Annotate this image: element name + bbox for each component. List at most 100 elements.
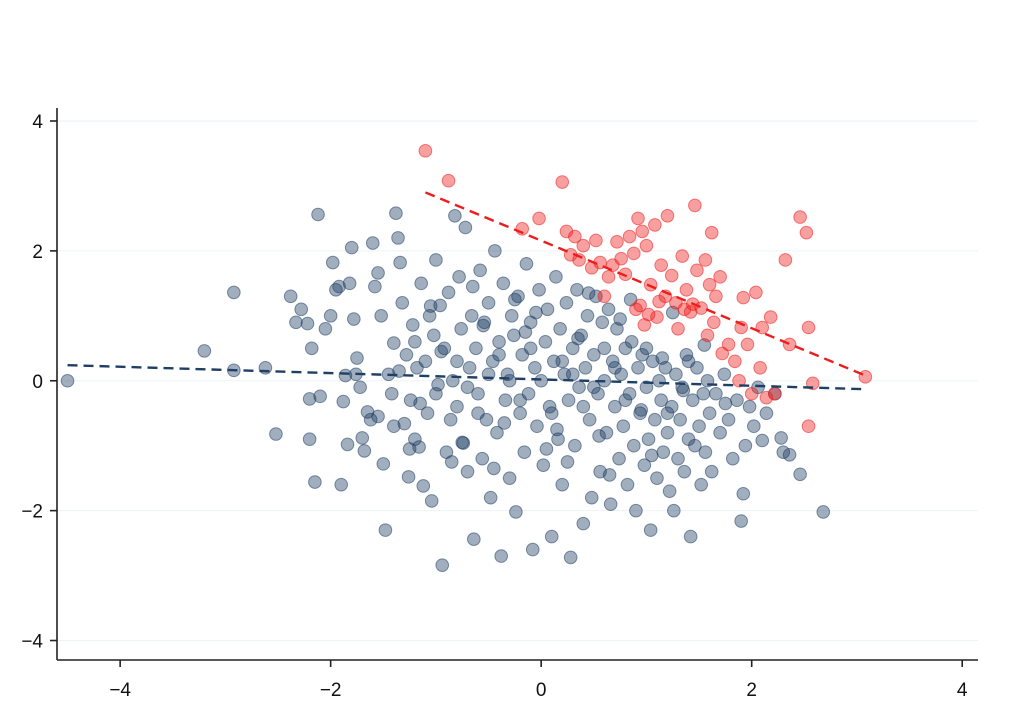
data-point	[311, 207, 325, 222]
data-point	[549, 270, 563, 284]
data-point	[568, 438, 582, 453]
data-point	[555, 175, 570, 189]
data-point	[448, 209, 462, 223]
data-point	[454, 322, 468, 336]
data-point	[357, 444, 372, 458]
data-point	[502, 471, 517, 485]
data-point	[801, 419, 816, 434]
data-point	[599, 425, 614, 440]
data-point	[492, 347, 506, 362]
data-point	[749, 285, 763, 300]
data-point	[622, 229, 637, 244]
data-point	[363, 412, 378, 427]
data-point	[455, 435, 470, 450]
data-point	[592, 429, 606, 443]
data-point	[576, 516, 591, 531]
data-point	[620, 477, 635, 492]
data-point	[677, 302, 692, 317]
data-point	[401, 470, 416, 484]
data-point	[490, 425, 504, 440]
data-point	[660, 406, 675, 421]
data-point	[627, 438, 641, 453]
data-point	[532, 283, 546, 297]
data-point	[597, 289, 612, 304]
data-point	[570, 283, 584, 297]
data-point	[393, 255, 407, 270]
data-point	[631, 360, 645, 375]
data-point	[713, 270, 727, 284]
data-point	[464, 309, 479, 323]
data-point	[635, 347, 650, 362]
data-point	[652, 294, 666, 309]
data-point	[732, 373, 746, 388]
data-point	[441, 173, 456, 188]
data-point	[627, 246, 641, 261]
data-point	[774, 431, 788, 445]
data-point	[669, 367, 683, 382]
data-point	[355, 431, 370, 445]
data-point	[778, 253, 793, 267]
data-point	[572, 380, 586, 395]
data-point	[587, 347, 601, 362]
data-point	[616, 419, 631, 434]
data-point	[730, 393, 744, 408]
data-point	[718, 396, 733, 411]
data-point	[300, 316, 315, 331]
data-point	[344, 240, 359, 255]
data-point	[744, 386, 759, 401]
data-point	[443, 412, 458, 427]
series-0	[60, 206, 831, 572]
data-point	[532, 211, 546, 226]
data-point	[675, 249, 690, 263]
fit-lines	[67, 191, 866, 391]
x-tick-label: −2	[320, 680, 342, 701]
data-point	[389, 206, 403, 221]
data-point	[676, 383, 691, 398]
x-tick-labels: −4 −2 0 2 4	[109, 680, 968, 701]
data-point	[561, 393, 576, 408]
data-point	[629, 503, 643, 518]
data-point	[368, 279, 382, 294]
data-point	[488, 244, 502, 258]
data-point	[601, 270, 616, 284]
data-point	[601, 302, 616, 317]
data-point	[507, 328, 521, 343]
data-point	[227, 285, 241, 300]
data-point	[696, 386, 711, 401]
data-point	[473, 263, 487, 278]
data-point	[736, 290, 751, 305]
data-point	[639, 341, 654, 356]
data-point	[679, 283, 694, 297]
data-point	[660, 425, 675, 440]
data-point	[553, 322, 567, 336]
data-point	[340, 437, 355, 452]
data-point	[644, 448, 659, 463]
x-tick-label: 0	[536, 680, 547, 701]
x-tick-label: 4	[957, 680, 968, 701]
data-point	[603, 497, 618, 511]
data-point	[350, 351, 364, 365]
data-point	[465, 279, 480, 294]
data-point	[700, 328, 715, 343]
y-tick-label: 0	[32, 372, 43, 393]
data-point	[323, 309, 338, 323]
data-point	[673, 412, 687, 427]
data-point	[728, 354, 742, 369]
data-point	[452, 270, 466, 284]
data-point	[759, 406, 774, 421]
data-point	[418, 354, 433, 369]
data-point	[738, 438, 753, 453]
data-point	[637, 318, 652, 332]
data-point	[384, 386, 399, 401]
data-point	[294, 302, 308, 317]
data-point	[462, 360, 477, 375]
data-point	[342, 276, 357, 291]
data-point	[685, 393, 700, 408]
x-tick-label: 2	[746, 680, 757, 701]
data-point	[539, 442, 554, 456]
data-point	[612, 451, 626, 466]
data-point	[492, 334, 506, 349]
data-point	[450, 399, 464, 414]
data-point	[717, 367, 732, 382]
data-point	[793, 210, 807, 224]
